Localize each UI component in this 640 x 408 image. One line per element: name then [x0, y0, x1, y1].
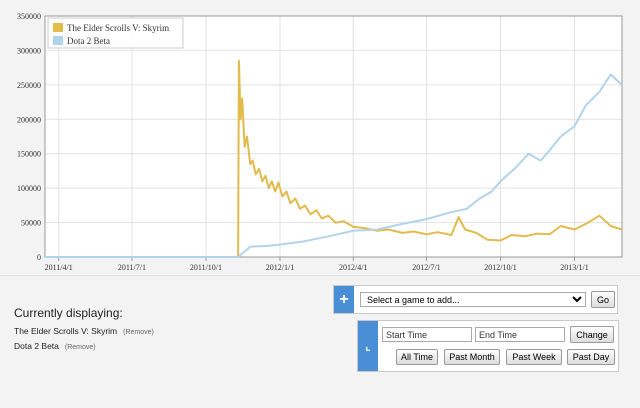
- x-tick-label: 2011/4/1: [45, 263, 73, 272]
- y-tick-label: 200000: [17, 115, 41, 124]
- game-select[interactable]: Select a game to add...: [360, 292, 586, 307]
- chart-area: 0 50000 100000 150000 200000 250000 300000 3500…: [17, 12, 623, 272]
- y-tick-label: 250000: [17, 81, 41, 90]
- current-game-name: The Elder Scrolls V: Skyrim: [14, 326, 118, 336]
- remove-link[interactable]: (Remove): [123, 329, 154, 336]
- y-tick-label: 50000: [21, 219, 41, 228]
- legend-label: Dota 2 Beta: [67, 36, 110, 46]
- current-game-item: The Elder Scrolls V: Skyrim (Remove): [14, 326, 154, 336]
- x-tick-label: 2013/1/1: [560, 263, 588, 272]
- x-tick-label: 2011/7/1: [118, 263, 146, 272]
- time-range-panel: ⌞ Change All Time Past Month Past Week P…: [357, 320, 619, 372]
- plus-icon: +: [334, 286, 354, 313]
- remove-link[interactable]: (Remove): [64, 344, 96, 351]
- x-tick-label: 2012/7/1: [412, 263, 440, 272]
- current-game-name: Dota 2 Beta: [14, 341, 59, 351]
- past-week-button[interactable]: Past Week: [506, 349, 562, 365]
- line-chart: 0 50000 100000 150000 200000 250000 300000 3500…: [17, 12, 623, 272]
- start-time-input[interactable]: [382, 327, 472, 342]
- y-tick-label: 150000: [17, 150, 41, 159]
- add-game-panel: + Select a game to add... Go: [333, 285, 618, 314]
- x-tick-label: 2012/10/1: [484, 263, 516, 272]
- x-tick-label: 2012/4/1: [339, 263, 367, 272]
- y-tick-label: 350000: [17, 12, 41, 21]
- currently-displaying-title: Currently displaying:: [14, 306, 123, 320]
- legend-swatch: [53, 23, 63, 32]
- series-line: [45, 73, 623, 258]
- go-button[interactable]: Go: [591, 291, 615, 308]
- all-time-button[interactable]: All Time: [396, 349, 438, 365]
- y-tick-label: 100000: [17, 184, 41, 193]
- past-month-button[interactable]: Past Month: [444, 349, 500, 365]
- series-line: [45, 59, 623, 258]
- time-icon: ⌞: [358, 321, 378, 371]
- past-day-button[interactable]: Past Day: [567, 349, 615, 365]
- x-tick-label: 2012/1/1: [266, 263, 294, 272]
- legend-swatch: [53, 36, 63, 45]
- end-time-input[interactable]: [475, 327, 565, 342]
- change-button[interactable]: Change: [570, 326, 614, 343]
- current-game-item: Dota 2 Beta (Remove): [14, 341, 96, 351]
- y-tick-label: 300000: [17, 46, 41, 55]
- legend-box: [47, 17, 184, 49]
- section-divider: [0, 275, 640, 276]
- x-tick-label: 2011/10/1: [190, 263, 222, 272]
- legend-label: The Elder Scrolls V: Skyrim: [67, 23, 169, 33]
- plot-area: [44, 15, 623, 258]
- y-tick-label: 0: [37, 253, 41, 262]
- plot-border: [44, 15, 623, 258]
